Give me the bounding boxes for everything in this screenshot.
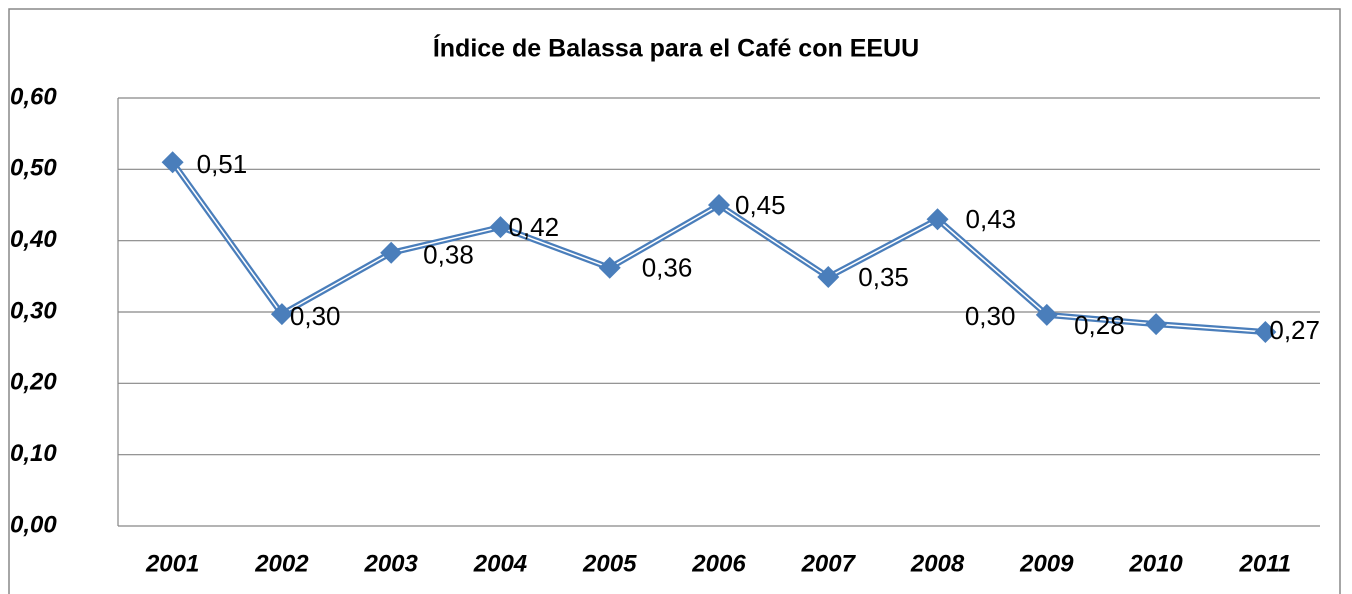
- marker: [708, 194, 730, 216]
- chart-border: [8, 8, 1341, 594]
- value-label: 0,38: [423, 240, 474, 270]
- marker: [1254, 320, 1277, 343]
- y-tick-label: 0,50: [10, 155, 57, 182]
- y-tick-label: 0,30: [10, 297, 57, 324]
- value-label: 0,35: [858, 262, 909, 292]
- marker: [926, 208, 949, 231]
- y-tick-label: 0,00: [10, 511, 57, 538]
- marker: [380, 241, 403, 264]
- x-tick-label: 2007: [801, 550, 857, 577]
- marker: [598, 256, 621, 279]
- value-label: 0,42: [508, 212, 559, 242]
- marker: [1035, 303, 1058, 326]
- x-tick-label: 2005: [582, 550, 637, 577]
- x-tick-label: 2002: [254, 550, 309, 577]
- value-label: 0,27: [1269, 315, 1320, 345]
- y-tick-label: 0,40: [10, 226, 57, 253]
- value-label: 0,43: [966, 204, 1017, 234]
- x-tick-label: 2011: [1239, 550, 1292, 577]
- marker: [489, 216, 512, 239]
- x-tick-label: 2001: [145, 550, 199, 577]
- marker: [270, 303, 293, 326]
- y-tick-label: 0,20: [10, 369, 57, 396]
- y-tick-label: 0,10: [10, 440, 57, 467]
- value-label: 0,36: [642, 253, 693, 283]
- y-tick-label: 0,60: [10, 83, 57, 110]
- chart-title: Índice de Balassa para el Café con EEUU: [433, 34, 919, 63]
- x-tick-label: 2009: [1019, 550, 1074, 577]
- marker: [1145, 313, 1168, 336]
- marker: [817, 266, 840, 289]
- x-tick-label: 2010: [1128, 550, 1183, 577]
- value-label: 0,30: [290, 301, 341, 331]
- value-label: 0,51: [197, 149, 248, 179]
- marker: [161, 151, 184, 174]
- x-tick-label: 2008: [910, 550, 965, 577]
- x-tick-label: 2006: [691, 550, 746, 577]
- value-label: 0,28: [1074, 310, 1125, 340]
- x-tick-label: 2004: [473, 550, 527, 577]
- x-tick-label: 2003: [363, 550, 418, 577]
- value-label: 0,30: [965, 301, 1016, 331]
- value-label: 0,45: [735, 190, 786, 220]
